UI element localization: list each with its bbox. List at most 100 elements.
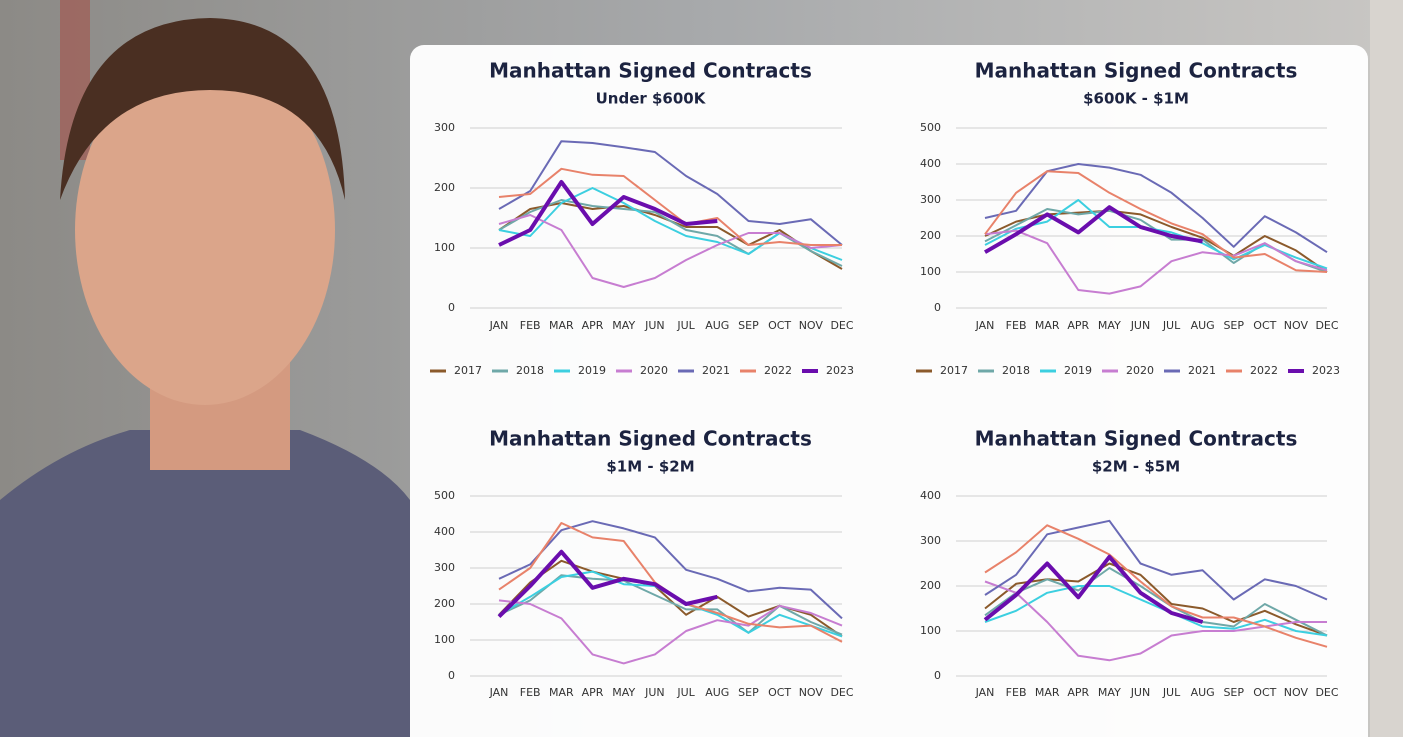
- y-tick-label: 100: [434, 241, 455, 254]
- legend-label: 2019: [578, 364, 606, 377]
- x-tick-label: APR: [1067, 686, 1089, 699]
- x-tick-label: NOV: [1284, 686, 1309, 699]
- x-tick-label: DEC: [1315, 319, 1338, 332]
- y-tick-label: 200: [434, 597, 455, 610]
- legend-label: 2022: [1250, 364, 1278, 377]
- x-tick-label: APR: [1067, 319, 1089, 332]
- y-tick-label: 400: [920, 489, 941, 502]
- x-tick-label: NOV: [799, 686, 824, 699]
- chart-title: Manhattan Signed Contracts: [975, 59, 1298, 83]
- x-tick-label: DEC: [830, 319, 853, 332]
- legend-label: 2017: [940, 364, 968, 377]
- series-line: [498, 599, 843, 665]
- legend-label: 2018: [1002, 364, 1030, 377]
- shirt: [0, 430, 410, 737]
- series-line: [983, 205, 1203, 254]
- series-line: [984, 170, 1328, 273]
- x-tick-label: SEP: [738, 319, 759, 332]
- legend-label: 2020: [1126, 364, 1154, 377]
- x-tick-label: FEB: [1006, 686, 1027, 699]
- legend-label: 2020: [640, 364, 668, 377]
- x-tick-label: MAR: [1035, 686, 1060, 699]
- x-tick-label: JUL: [1162, 319, 1181, 332]
- x-tick-label: JAN: [489, 686, 509, 699]
- x-tick-label: OCT: [1253, 319, 1276, 332]
- chart-title: Manhattan Signed Contracts: [489, 427, 812, 451]
- x-tick-label: OCT: [1253, 686, 1276, 699]
- x-tick-label: OCT: [768, 686, 791, 699]
- x-tick-label: AUG: [1191, 686, 1215, 699]
- series-line: [984, 519, 1328, 601]
- x-tick-label: MAY: [612, 319, 635, 332]
- series-line: [984, 585, 1328, 637]
- y-tick-label: 100: [920, 265, 941, 278]
- x-tick-label: AUG: [705, 686, 729, 699]
- legend-label: 2022: [764, 364, 792, 377]
- y-tick-label: 0: [934, 301, 941, 314]
- y-tick-label: 400: [434, 525, 455, 538]
- x-tick-label: MAY: [1098, 319, 1121, 332]
- x-tick-label: JAN: [975, 319, 995, 332]
- x-tick-label: FEB: [520, 686, 541, 699]
- x-tick-label: JUN: [644, 319, 665, 332]
- series-line: [498, 520, 843, 620]
- chart-card: [410, 45, 1368, 737]
- series-line: [984, 229, 1328, 295]
- chart-title: Manhattan Signed Contracts: [489, 59, 812, 83]
- x-tick-label: JUN: [644, 686, 665, 699]
- chart-subtitle: Under $600K: [596, 90, 707, 108]
- legend-label: 2023: [1312, 364, 1340, 377]
- y-tick-label: 500: [434, 489, 455, 502]
- legend-label: 2021: [1188, 364, 1216, 377]
- x-tick-label: DEC: [830, 686, 853, 699]
- legend-label: 2018: [516, 364, 544, 377]
- x-tick-label: MAR: [549, 319, 574, 332]
- chart-title: Manhattan Signed Contracts: [975, 427, 1298, 451]
- chart-subtitle: $1M - $2M: [606, 458, 694, 476]
- x-tick-label: JUN: [1130, 686, 1151, 699]
- x-tick-label: APR: [582, 319, 604, 332]
- y-tick-label: 200: [434, 181, 455, 194]
- x-tick-label: DEC: [1315, 686, 1338, 699]
- series-line: [984, 524, 1328, 648]
- x-tick-label: NOV: [799, 319, 824, 332]
- y-tick-label: 200: [920, 579, 941, 592]
- x-tick-label: MAY: [612, 686, 635, 699]
- x-tick-label: JUN: [1130, 319, 1151, 332]
- x-tick-label: MAR: [549, 686, 574, 699]
- series-line: [984, 567, 1328, 637]
- x-tick-label: FEB: [520, 319, 541, 332]
- x-tick-label: SEP: [1223, 319, 1244, 332]
- chart-subtitle: $2M - $5M: [1092, 458, 1180, 476]
- x-tick-label: MAR: [1035, 319, 1060, 332]
- hair: [60, 18, 345, 200]
- x-tick-label: FEB: [1006, 319, 1027, 332]
- x-tick-label: JUL: [676, 686, 695, 699]
- y-tick-label: 100: [920, 624, 941, 637]
- series-line: [983, 554, 1204, 624]
- x-tick-label: OCT: [768, 319, 791, 332]
- presenter: [0, 18, 410, 737]
- y-tick-label: 0: [448, 301, 455, 314]
- background-shape: [1370, 0, 1403, 737]
- y-tick-label: 200: [920, 229, 941, 242]
- legend-label: 2017: [454, 364, 482, 377]
- x-tick-label: APR: [582, 686, 604, 699]
- series-line: [498, 167, 842, 246]
- y-tick-label: 500: [920, 121, 941, 134]
- x-tick-label: SEP: [738, 686, 759, 699]
- y-tick-label: 300: [434, 561, 455, 574]
- y-tick-label: 100: [434, 633, 455, 646]
- y-tick-label: 300: [920, 193, 941, 206]
- series-line: [498, 214, 843, 288]
- legend-label: 2023: [826, 364, 854, 377]
- y-tick-label: 0: [934, 669, 941, 682]
- chart-subtitle: $600K - $1M: [1083, 90, 1189, 108]
- x-tick-label: NOV: [1284, 319, 1309, 332]
- x-tick-label: MAY: [1098, 686, 1121, 699]
- y-tick-label: 300: [434, 121, 455, 134]
- face: [75, 55, 335, 405]
- x-tick-label: JUL: [676, 319, 695, 332]
- legend-label: 2021: [702, 364, 730, 377]
